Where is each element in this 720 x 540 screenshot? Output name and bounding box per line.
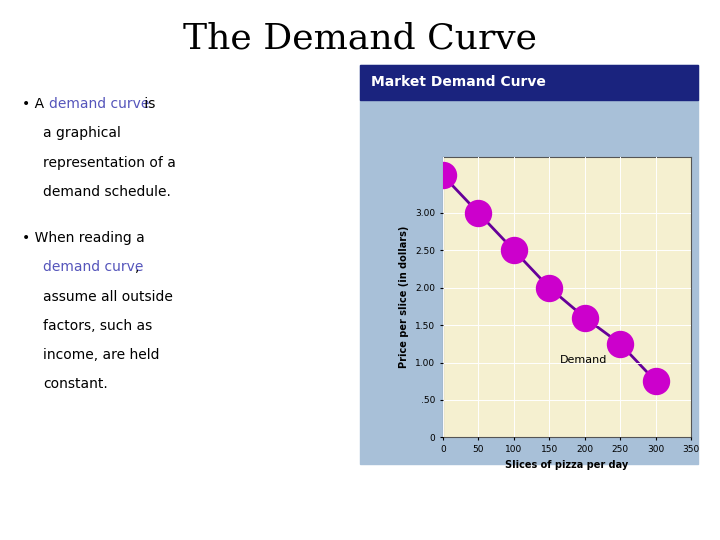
Text: ,: , [135, 260, 139, 274]
FancyBboxPatch shape [360, 65, 698, 464]
Text: a graphical: a graphical [43, 126, 121, 140]
Text: demand schedule.: demand schedule. [43, 185, 171, 199]
Text: factors, such as: factors, such as [43, 319, 153, 333]
Point [437, 171, 449, 180]
Text: constant.: constant. [43, 377, 108, 391]
Text: representation of a: representation of a [43, 156, 176, 170]
Text: income, are held: income, are held [43, 348, 160, 362]
Text: assume all outside: assume all outside [43, 289, 173, 303]
Point [579, 313, 590, 322]
Text: is: is [140, 97, 156, 111]
Point [544, 284, 555, 292]
Point [472, 208, 484, 217]
Text: demand curve: demand curve [43, 260, 143, 274]
Point [614, 340, 626, 348]
Text: Demand: Demand [560, 355, 607, 365]
FancyBboxPatch shape [360, 65, 698, 100]
Point [650, 377, 662, 386]
Point [508, 246, 520, 254]
Text: Market Demand Curve: Market Demand Curve [371, 76, 546, 89]
Text: The Demand Curve: The Demand Curve [183, 22, 537, 56]
Text: • When reading a: • When reading a [22, 231, 144, 245]
Text: demand curve: demand curve [49, 97, 149, 111]
X-axis label: Slices of pizza per day: Slices of pizza per day [505, 460, 629, 470]
Y-axis label: Price per slice (in dollars): Price per slice (in dollars) [400, 226, 410, 368]
Text: • A: • A [22, 97, 48, 111]
